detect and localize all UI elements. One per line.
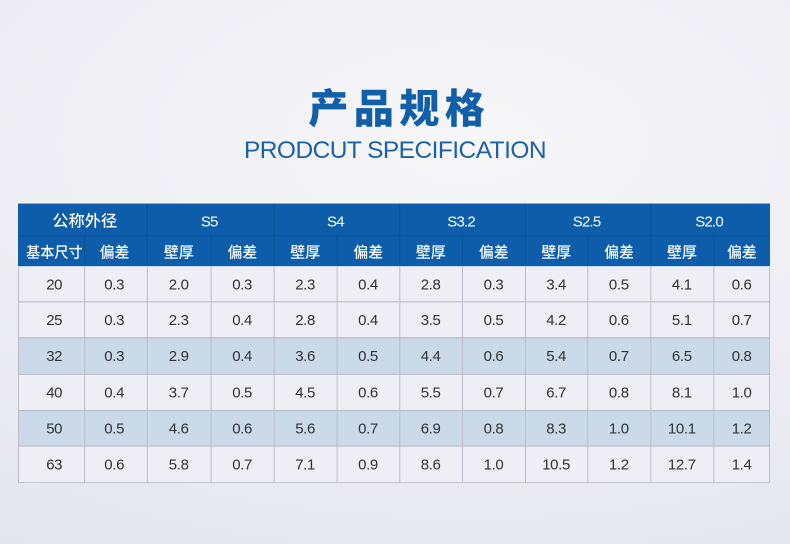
svg-text:2.9: 2.9: [169, 348, 189, 365]
svg-text:0.5: 0.5: [484, 312, 504, 329]
svg-text:2.8: 2.8: [421, 277, 441, 294]
svg-text:20: 20: [46, 277, 62, 294]
svg-text:S2.5: S2.5: [573, 214, 601, 231]
svg-text:0.3: 0.3: [104, 348, 124, 365]
svg-text:S5: S5: [201, 214, 218, 231]
svg-text:40: 40: [46, 385, 62, 402]
svg-text:3.7: 3.7: [169, 385, 189, 402]
svg-text:7.1: 7.1: [295, 457, 315, 474]
svg-text:2.0: 2.0: [169, 277, 189, 294]
svg-text:6.5: 6.5: [672, 348, 692, 365]
svg-text:0.5: 0.5: [358, 348, 378, 365]
svg-text:0.4: 0.4: [104, 385, 124, 402]
svg-text:8.3: 8.3: [546, 421, 566, 438]
svg-text:1.0: 1.0: [732, 385, 752, 402]
svg-text:5.4: 5.4: [546, 348, 566, 365]
svg-text:3.6: 3.6: [295, 348, 315, 365]
svg-text:0.7: 0.7: [484, 385, 504, 402]
svg-text:S2.0: S2.0: [695, 214, 723, 231]
svg-text:4.1: 4.1: [672, 277, 692, 294]
svg-text:5.6: 5.6: [295, 421, 315, 438]
svg-text:25: 25: [46, 312, 62, 329]
svg-text:0.5: 0.5: [609, 277, 629, 294]
svg-text:4.6: 4.6: [169, 421, 189, 438]
svg-text:S4: S4: [327, 214, 344, 231]
svg-text:0.9: 0.9: [358, 457, 378, 474]
svg-text:6.7: 6.7: [546, 385, 566, 402]
svg-text:0.3: 0.3: [104, 312, 124, 329]
svg-text:5.1: 5.1: [672, 312, 692, 329]
svg-text:0.8: 0.8: [609, 385, 629, 402]
svg-text:S3.2: S3.2: [447, 214, 475, 231]
svg-text:0.7: 0.7: [609, 348, 629, 365]
svg-text:0.8: 0.8: [732, 348, 752, 365]
svg-text:0.7: 0.7: [732, 312, 752, 329]
svg-text:2.3: 2.3: [295, 277, 315, 294]
svg-text:0.4: 0.4: [232, 312, 252, 329]
svg-text:63: 63: [46, 457, 62, 474]
svg-text:12.7: 12.7: [668, 457, 696, 474]
svg-text:0.7: 0.7: [358, 421, 378, 438]
svg-text:0.4: 0.4: [232, 348, 252, 365]
svg-text:0.6: 0.6: [484, 348, 504, 365]
svg-text:0.3: 0.3: [232, 277, 252, 294]
svg-text:1.2: 1.2: [732, 421, 752, 438]
svg-text:0.8: 0.8: [484, 421, 504, 438]
svg-text:0.7: 0.7: [232, 457, 252, 474]
svg-text:0.6: 0.6: [358, 385, 378, 402]
svg-text:4.5: 4.5: [295, 385, 315, 402]
svg-text:2.8: 2.8: [295, 312, 315, 329]
svg-text:5.5: 5.5: [421, 385, 441, 402]
svg-text:0.4: 0.4: [358, 312, 378, 329]
svg-text:1.2: 1.2: [609, 457, 629, 474]
svg-text:0.4: 0.4: [358, 277, 378, 294]
svg-text:8.6: 8.6: [421, 457, 441, 474]
svg-text:0.5: 0.5: [232, 385, 252, 402]
svg-text:3.5: 3.5: [421, 312, 441, 329]
svg-text:6.9: 6.9: [421, 421, 441, 438]
svg-text:3.4: 3.4: [546, 277, 566, 294]
svg-text:32: 32: [46, 348, 62, 365]
svg-text:2.3: 2.3: [169, 312, 189, 329]
svg-text:50: 50: [46, 421, 62, 438]
svg-text:0.6: 0.6: [609, 312, 629, 329]
svg-text:0.6: 0.6: [732, 277, 752, 294]
svg-text:5.8: 5.8: [169, 457, 189, 474]
svg-text:4.2: 4.2: [546, 312, 566, 329]
svg-text:1.0: 1.0: [484, 457, 504, 474]
svg-text:10.1: 10.1: [668, 421, 696, 438]
svg-text:0.6: 0.6: [232, 421, 252, 438]
svg-text:0.5: 0.5: [104, 421, 124, 438]
svg-text:8.1: 8.1: [672, 385, 692, 402]
svg-text:0.6: 0.6: [104, 457, 124, 474]
svg-text:1.0: 1.0: [609, 421, 629, 438]
svg-text:10.5: 10.5: [542, 457, 570, 474]
svg-text:0.3: 0.3: [104, 277, 124, 294]
svg-text:0.3: 0.3: [484, 277, 504, 294]
svg-text:1.4: 1.4: [732, 457, 752, 474]
svg-text:4.4: 4.4: [421, 348, 441, 365]
